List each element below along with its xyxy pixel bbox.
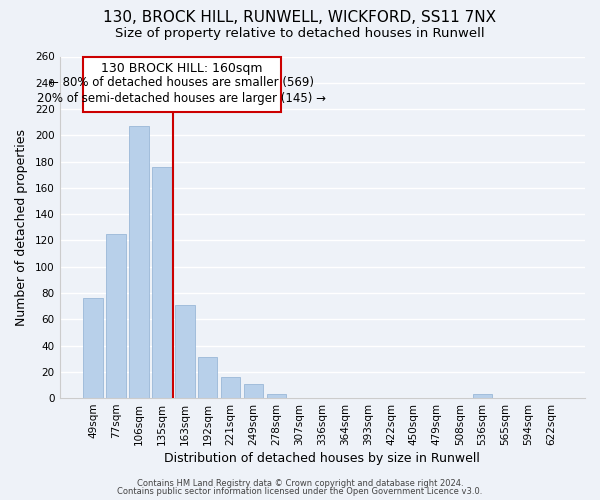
Bar	[83, 298, 103, 398]
Text: 130 BROCK HILL: 160sqm: 130 BROCK HILL: 160sqm	[101, 62, 263, 75]
Text: ← 80% of detached houses are smaller (569): ← 80% of detached houses are smaller (56…	[49, 76, 314, 90]
Bar	[175, 305, 194, 398]
Bar	[473, 394, 493, 398]
Bar	[129, 126, 149, 398]
X-axis label: Distribution of detached houses by size in Runwell: Distribution of detached houses by size …	[164, 452, 480, 465]
Bar	[244, 384, 263, 398]
Text: 130, BROCK HILL, RUNWELL, WICKFORD, SS11 7NX: 130, BROCK HILL, RUNWELL, WICKFORD, SS11…	[103, 10, 497, 25]
Bar	[267, 394, 286, 398]
Bar	[106, 234, 126, 398]
FancyBboxPatch shape	[83, 56, 281, 112]
Bar	[198, 358, 217, 398]
Y-axis label: Number of detached properties: Number of detached properties	[15, 129, 28, 326]
Bar	[221, 377, 241, 398]
Bar	[152, 167, 172, 398]
Text: Size of property relative to detached houses in Runwell: Size of property relative to detached ho…	[115, 28, 485, 40]
Text: 20% of semi-detached houses are larger (145) →: 20% of semi-detached houses are larger (…	[37, 92, 326, 105]
Text: Contains public sector information licensed under the Open Government Licence v3: Contains public sector information licen…	[118, 487, 482, 496]
Text: Contains HM Land Registry data © Crown copyright and database right 2024.: Contains HM Land Registry data © Crown c…	[137, 478, 463, 488]
